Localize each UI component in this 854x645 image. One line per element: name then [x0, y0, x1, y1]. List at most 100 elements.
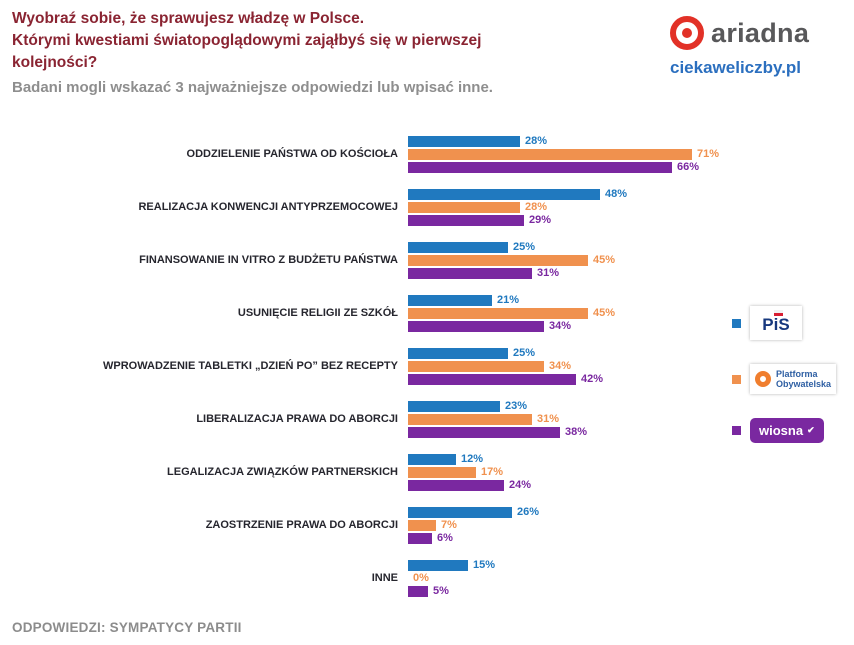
title-line-1: Wyobraź sobie, że sprawujesz władzę w Po…: [12, 10, 365, 27]
chart-row: LEGALIZACJA ZWIĄZKÓW PARTNERSKICH 12% 17% 2…: [12, 454, 842, 491]
bar-line: 21%: [408, 295, 842, 306]
po-logo: Platforma Obywatelska: [750, 364, 836, 394]
legend-item-pis: PiS: [732, 306, 836, 340]
bar-line: 7%: [408, 520, 842, 531]
ariadna-logo-icon: [670, 16, 704, 50]
bar-platforma-obywatelska: [408, 361, 544, 372]
bar-group: 12% 17% 24%: [408, 454, 842, 491]
value-label: 21%: [497, 294, 520, 306]
chart-subtitle: Badani mogli wskazać 3 najważniejsze odp…: [12, 79, 493, 96]
bar-line: 5%: [408, 586, 842, 597]
category-label: LIBERALIZACJA PRAWA DO ABORCJI: [196, 412, 398, 425]
bar-line: 26%: [408, 507, 842, 518]
bar-pis: [408, 507, 512, 518]
bar-line: 28%: [408, 136, 842, 147]
value-label: 6%: [437, 532, 453, 544]
header: Wyobraź sobie, że sprawujesz władzę w Po…: [12, 8, 842, 96]
title-block: Wyobraź sobie, że sprawujesz władzę w Po…: [12, 8, 652, 96]
value-label: 71%: [697, 148, 720, 160]
category-label: USUNIĘCIE RELIGII ZE SZKÓŁ: [237, 306, 398, 319]
value-label: 23%: [505, 400, 528, 412]
bar-wiosna: [408, 268, 532, 279]
bar-group: 28% 71% 66%: [408, 136, 842, 173]
category-label: INNE: [371, 571, 398, 584]
footer-note: ODPOWIEDZI: SYMPATYCY PARTII: [12, 620, 242, 635]
chart-row: INNE 15% 0% 5%: [12, 560, 842, 597]
bar-platforma-obywatelska: [408, 414, 532, 425]
bar-pis: [408, 136, 520, 147]
wiosna-logo: wiosna ✔: [750, 418, 824, 443]
pis-logo-text: PiS: [762, 315, 790, 334]
value-label: 0%: [413, 572, 429, 584]
bar-wiosna: [408, 321, 544, 332]
value-label: 45%: [593, 254, 616, 266]
chart-row: ZAOSTRZENIE PRAWA DO ABORCJI 26% 7% 6%: [12, 507, 842, 544]
brand-block: ariadna ciekaweliczby.pl: [670, 8, 842, 78]
value-label: 12%: [461, 453, 484, 465]
bar-line: 25%: [408, 242, 842, 253]
value-label: 17%: [481, 466, 504, 478]
category-label: WPROWADZENIE TABLETKI „DZIEŃ PO” BEZ REC…: [103, 359, 398, 372]
ariadna-logo-text: ariadna: [711, 17, 810, 48]
bar-wiosna: [408, 480, 504, 491]
bar-pis: [408, 295, 492, 306]
bar-platforma-obywatelska: [408, 202, 520, 213]
bar-group: 25% 34% 42%: [408, 348, 842, 385]
bar-line: 38%: [408, 427, 842, 438]
wiosna-logo-text: wiosna: [759, 423, 804, 438]
bar-wiosna: [408, 215, 524, 226]
bar-wiosna: [408, 586, 428, 597]
value-label: 29%: [529, 214, 552, 226]
legend-swatch-wiosna: [732, 426, 741, 435]
bar-line: 17%: [408, 467, 842, 478]
bar-chart: ODDZIELENIE PAŃSTWA OD KOŚCIOŁA 28% 71% 66%…: [12, 136, 842, 597]
bar-pis: [408, 189, 600, 200]
bar-line: 0%: [408, 573, 842, 584]
bar-line: 42%: [408, 374, 842, 385]
bar-pis: [408, 560, 468, 571]
value-label: 66%: [677, 161, 700, 173]
brand-site-url: ciekaweliczby.pl: [670, 58, 802, 77]
bar-group: 15% 0% 5%: [408, 560, 842, 597]
bar-line: 25%: [408, 348, 842, 359]
category-label: REALIZACJA KONWENCJI ANTYPRZEMOCOWEJ: [138, 200, 398, 213]
legend: PiS Platforma Obywatelska wiosna ✔: [732, 306, 836, 443]
value-label: 34%: [549, 360, 572, 372]
value-label: 34%: [549, 320, 572, 332]
chart-row: WPROWADZENIE TABLETKI „DZIEŃ PO” BEZ REC…: [12, 348, 842, 385]
bar-line: 28%: [408, 202, 842, 213]
bar-line: 24%: [408, 480, 842, 491]
bar-platforma-obywatelska: [408, 149, 692, 160]
chart-row: FINANSOWANIE IN VITRO Z BUDŻETU PAŃSTWA 2…: [12, 242, 842, 279]
value-label: 38%: [565, 426, 588, 438]
chart-row: LIBERALIZACJA PRAWA DO ABORCJI 23% 31% 38%: [12, 401, 842, 438]
bar-pis: [408, 348, 508, 359]
bar-line: 45%: [408, 255, 842, 266]
bar-line: 31%: [408, 414, 842, 425]
bar-line: 71%: [408, 149, 842, 160]
pis-logo: PiS: [750, 306, 802, 340]
ariadna-logo: ariadna: [670, 16, 809, 50]
po-logo-text: Platforma Obywatelska: [776, 368, 832, 389]
value-label: 24%: [509, 479, 532, 491]
bar-wiosna: [408, 162, 672, 173]
bar-line: 34%: [408, 321, 842, 332]
chart-rows: ODDZIELENIE PAŃSTWA OD KOŚCIOŁA 28% 71% 66%…: [12, 136, 842, 597]
bar-pis: [408, 401, 500, 412]
value-label: 48%: [605, 188, 628, 200]
chart-row: USUNIĘCIE RELIGII ZE SZKÓŁ 21% 45% 34%: [12, 295, 842, 332]
bar-group: 26% 7% 6%: [408, 507, 842, 544]
bar-group: 25% 45% 31%: [408, 242, 842, 279]
bar-line: 34%: [408, 361, 842, 372]
bar-line: 29%: [408, 215, 842, 226]
legend-item-wiosna: wiosna ✔: [732, 418, 836, 443]
chart-row: REALIZACJA KONWENCJI ANTYPRZEMOCOWEJ 48% 2…: [12, 189, 842, 226]
chart-title: Wyobraź sobie, że sprawujesz władzę w Po…: [12, 8, 652, 74]
bar-platforma-obywatelska: [408, 520, 436, 531]
value-label: 25%: [513, 347, 536, 359]
chart-row: ODDZIELENIE PAŃSTWA OD KOŚCIOŁA 28% 71% 66%: [12, 136, 842, 173]
value-label: 7%: [441, 519, 457, 531]
title-line-3: kolejności?: [12, 54, 98, 71]
bar-pis: [408, 454, 456, 465]
